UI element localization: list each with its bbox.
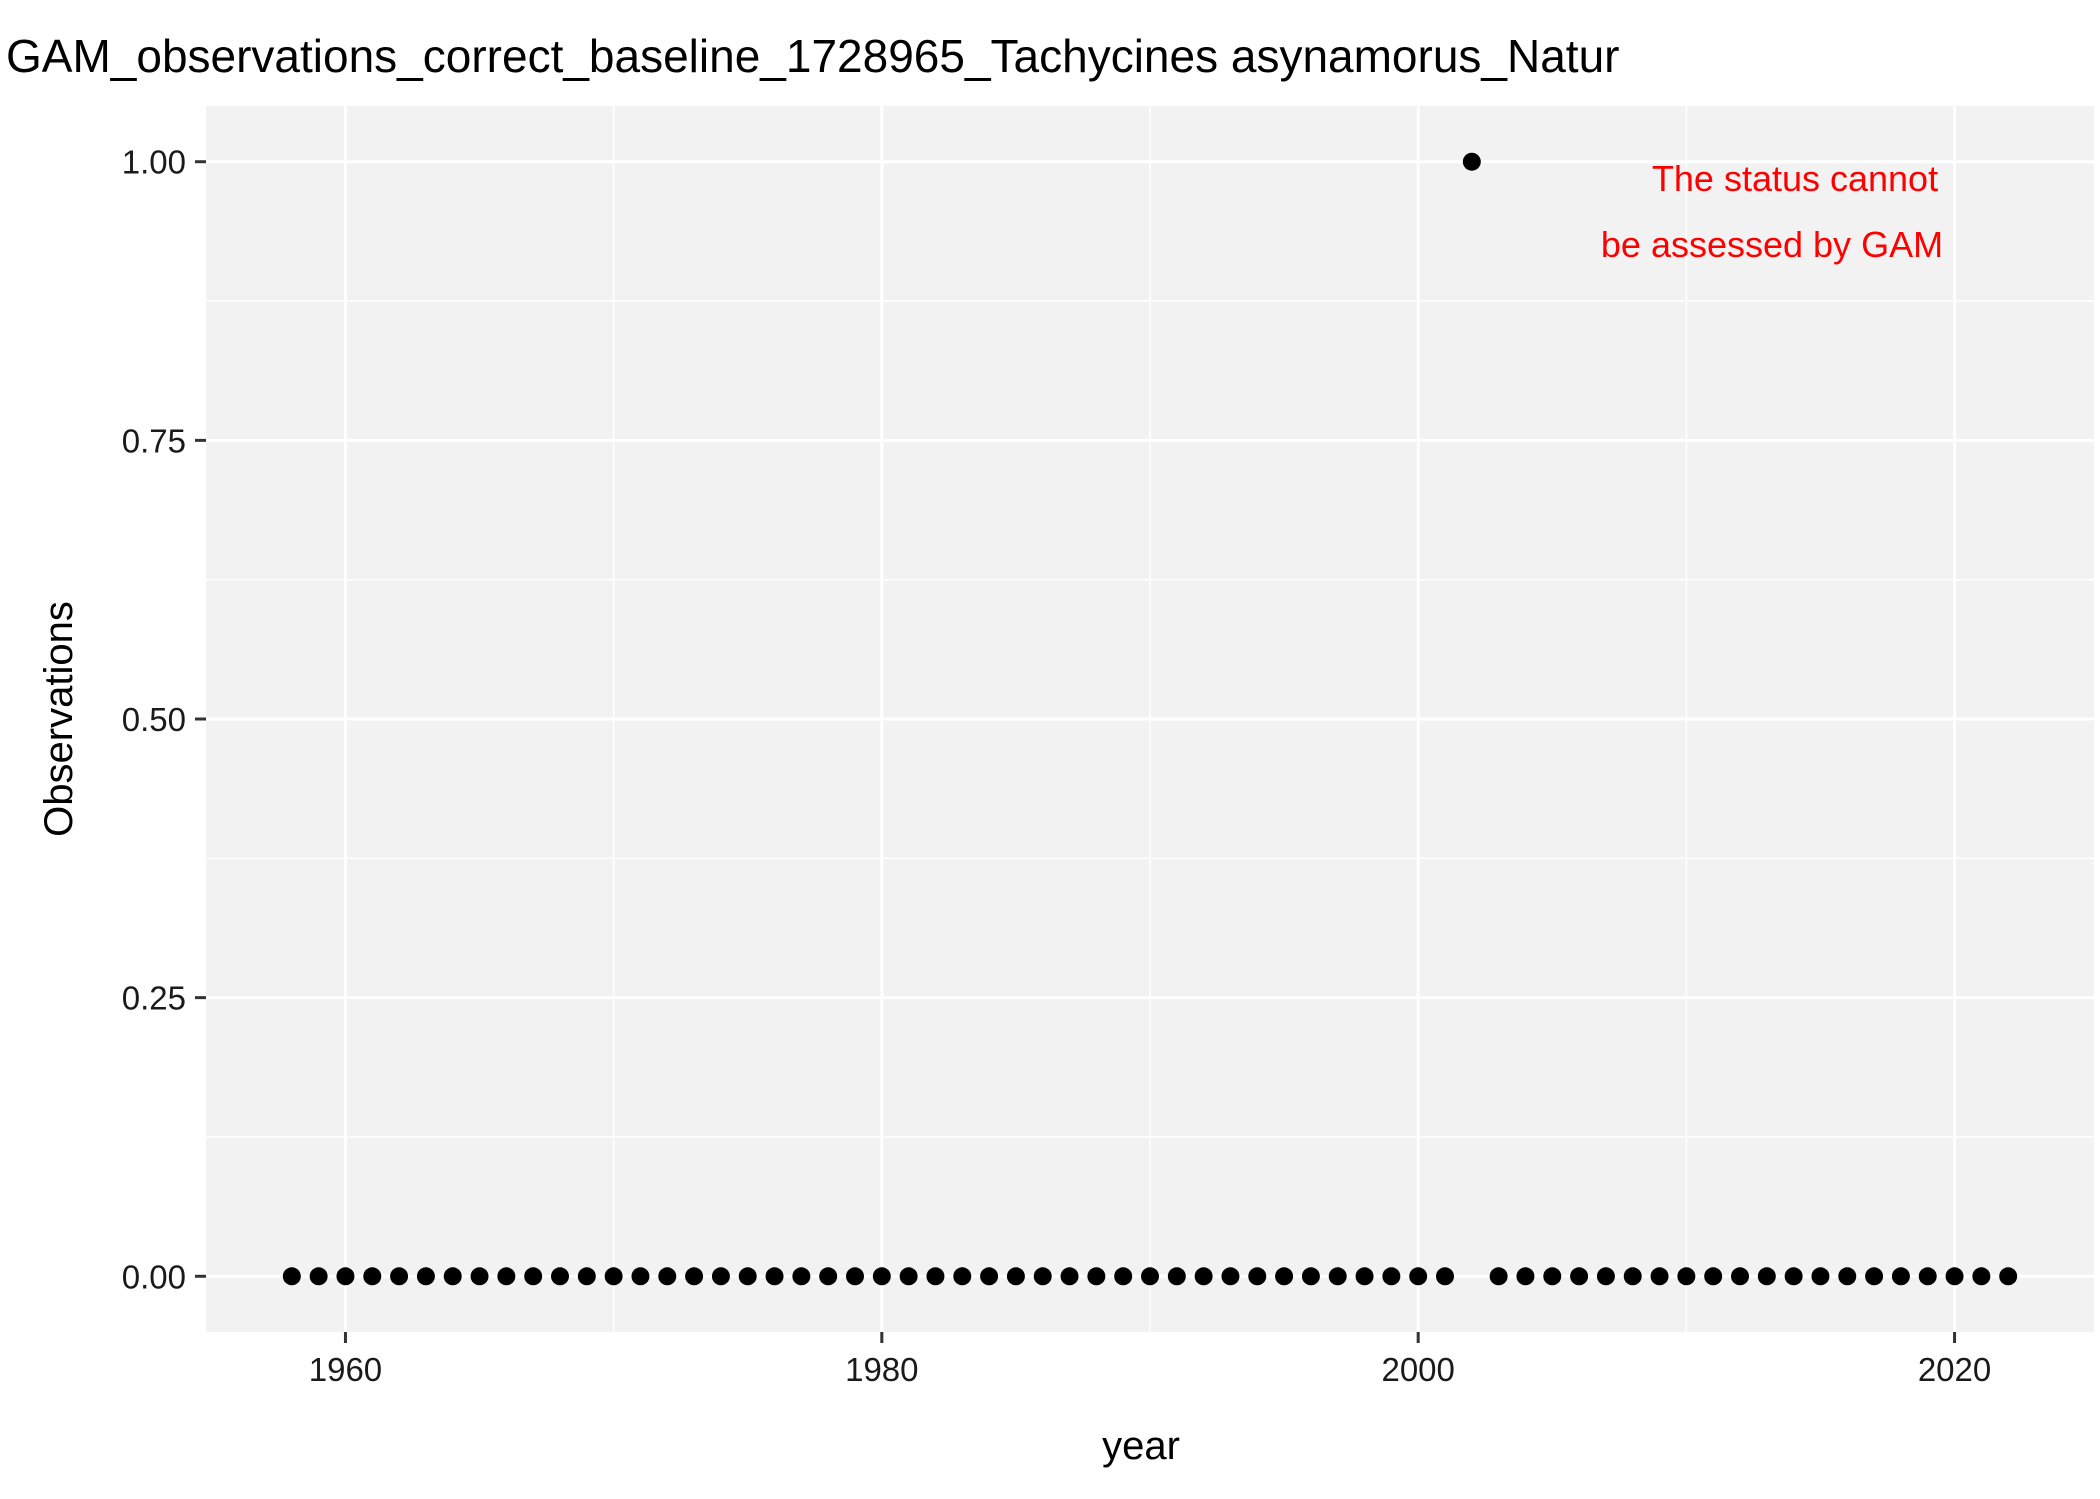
y-axis-label: Observations — [37, 601, 81, 837]
y-axis: 0.00 0.25 0.50 0.75 1.00 — [122, 144, 206, 1295]
data-point — [926, 1267, 945, 1286]
x-tick-label: 1960 — [309, 1351, 382, 1388]
y-tick-label: 1.00 — [122, 144, 186, 181]
data-point — [363, 1267, 382, 1286]
data-point — [309, 1267, 328, 1286]
data-point — [1060, 1267, 1079, 1286]
data-point — [1516, 1267, 1535, 1286]
data-point — [604, 1267, 623, 1286]
x-axis: 1960 1980 2000 2020 — [309, 1332, 1991, 1388]
x-axis-label: year — [1102, 1424, 1180, 1468]
data-point — [738, 1267, 757, 1286]
x-tick-label: 1980 — [845, 1351, 918, 1388]
data-point — [282, 1267, 301, 1286]
data-point — [1141, 1267, 1159, 1286]
data-point — [631, 1267, 650, 1286]
data-point — [1570, 1267, 1589, 1286]
data-point — [1838, 1267, 1857, 1286]
data-point — [1757, 1267, 1776, 1286]
data-point — [1972, 1267, 1991, 1286]
data-point — [551, 1267, 569, 1286]
data-point — [872, 1267, 891, 1286]
data-point — [899, 1267, 918, 1286]
data-point — [1596, 1267, 1615, 1286]
data-point — [1462, 152, 1481, 171]
x-tick-label: 2000 — [1381, 1351, 1454, 1388]
data-point — [1650, 1267, 1669, 1286]
data-point — [1704, 1267, 1723, 1286]
data-point — [1865, 1267, 1884, 1286]
data-point — [685, 1267, 704, 1286]
data-point — [1087, 1267, 1106, 1286]
chart-title: GAM_observations_correct_baseline_172896… — [6, 30, 1619, 82]
data-point — [1409, 1267, 1428, 1286]
data-points — [282, 152, 2018, 1286]
data-point — [1918, 1267, 1937, 1286]
data-point — [765, 1267, 784, 1286]
data-point — [1033, 1267, 1052, 1286]
data-point — [1677, 1267, 1696, 1286]
data-point — [1999, 1267, 2018, 1286]
data-point — [1006, 1267, 1025, 1286]
data-point — [846, 1267, 864, 1286]
data-point — [470, 1267, 489, 1286]
data-point — [953, 1267, 972, 1286]
data-point — [416, 1267, 435, 1286]
data-point — [497, 1267, 516, 1286]
data-point — [1275, 1267, 1294, 1286]
data-point — [1355, 1267, 1374, 1286]
data-point — [980, 1267, 999, 1286]
data-point — [1194, 1267, 1213, 1286]
data-point — [1167, 1267, 1186, 1286]
data-point — [524, 1267, 543, 1286]
data-point — [1811, 1267, 1830, 1286]
annotation-line-1: The status cannot — [1652, 158, 1938, 199]
y-tick-label: 0.50 — [122, 701, 186, 738]
data-point — [658, 1267, 677, 1286]
y-tick-label: 0.25 — [122, 980, 186, 1017]
x-tick-label: 2020 — [1918, 1351, 1991, 1388]
data-point — [1248, 1267, 1267, 1286]
annotation-line-2: be assessed by GAM — [1601, 224, 1943, 265]
y-tick-label: 0.00 — [122, 1258, 186, 1295]
data-point — [577, 1267, 596, 1286]
data-point — [1891, 1267, 1910, 1286]
data-point — [1784, 1267, 1803, 1286]
data-point — [1114, 1267, 1133, 1286]
data-point — [1623, 1267, 1642, 1286]
data-point — [1328, 1267, 1347, 1286]
data-point — [792, 1267, 811, 1286]
data-point — [1301, 1267, 1320, 1286]
data-point — [819, 1267, 838, 1286]
grid-major — [206, 106, 2094, 1332]
data-point — [1731, 1267, 1749, 1286]
data-point — [1489, 1267, 1508, 1286]
data-point — [336, 1267, 355, 1286]
data-point — [711, 1267, 730, 1286]
y-tick-label: 0.75 — [122, 422, 186, 459]
data-point — [1945, 1267, 1964, 1286]
data-point — [443, 1267, 462, 1286]
data-point — [1221, 1267, 1240, 1286]
data-point — [1436, 1267, 1454, 1286]
data-point — [1382, 1267, 1401, 1286]
data-point — [390, 1267, 409, 1286]
data-point — [1543, 1267, 1562, 1286]
